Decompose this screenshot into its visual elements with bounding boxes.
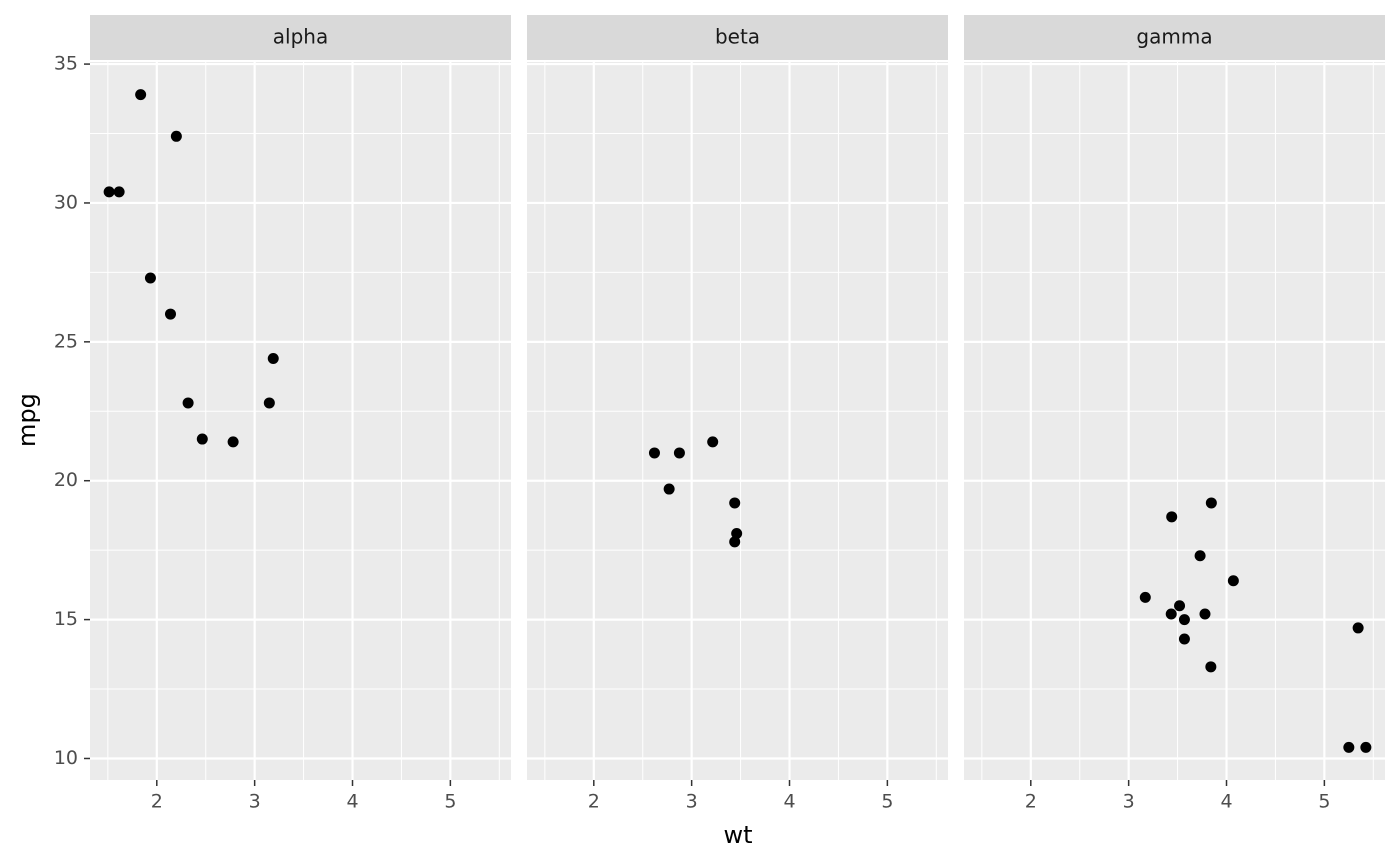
x-tick-label: 5 [444, 791, 456, 813]
point [113, 186, 125, 198]
x-tick-label: 2 [1025, 791, 1037, 813]
x-tick-label: 4 [1220, 791, 1232, 813]
point [648, 447, 660, 459]
x-tick-label: 4 [783, 791, 795, 813]
x-tick-label: 5 [1318, 791, 1330, 813]
facet-title: beta [715, 25, 760, 49]
y-tick-label: 35 [54, 53, 78, 75]
point [1227, 575, 1239, 587]
point [673, 447, 685, 459]
strip [90, 15, 511, 60]
panel [527, 62, 948, 780]
point [263, 397, 275, 409]
point [1360, 741, 1372, 753]
point [1352, 622, 1364, 634]
x-tick-label: 3 [686, 791, 698, 813]
point [729, 536, 741, 548]
point [731, 527, 743, 539]
x-tick-label: 3 [1123, 791, 1135, 813]
point [707, 436, 719, 448]
strip [964, 15, 1385, 60]
x-tick-label: 2 [588, 791, 600, 813]
point [1199, 608, 1211, 620]
x-tick-label: 2 [151, 791, 163, 813]
y-tick-label: 25 [54, 330, 78, 352]
point [196, 433, 208, 445]
x-tick-label: 5 [881, 791, 893, 813]
point [227, 436, 239, 448]
point [663, 483, 675, 495]
point [1174, 600, 1186, 612]
point [1194, 550, 1206, 562]
point [1165, 608, 1177, 620]
y-tick-label: 30 [54, 191, 78, 213]
point [135, 89, 147, 101]
point [1205, 497, 1217, 509]
point [729, 497, 741, 509]
point [1205, 661, 1217, 673]
panel [90, 62, 511, 780]
point [1166, 511, 1178, 523]
y-tick-label: 10 [54, 747, 78, 769]
point [1178, 614, 1190, 626]
point [170, 130, 182, 142]
facet-title: alpha [273, 25, 328, 49]
facet-title: gamma [1136, 25, 1212, 49]
x-tick-label: 3 [249, 791, 261, 813]
x-tick-label: 4 [346, 791, 358, 813]
y-axis-label: mpg [13, 393, 41, 447]
y-tick-label: 15 [54, 608, 78, 630]
strip [527, 15, 948, 60]
point [144, 272, 156, 284]
point [267, 353, 279, 365]
point [1139, 591, 1151, 603]
point [182, 397, 194, 409]
point [1178, 633, 1190, 645]
point [1343, 741, 1355, 753]
y-tick-label: 20 [54, 469, 78, 491]
point [103, 186, 115, 198]
x-axis-label: wt [723, 821, 752, 849]
point [164, 308, 176, 320]
panel [964, 62, 1385, 780]
